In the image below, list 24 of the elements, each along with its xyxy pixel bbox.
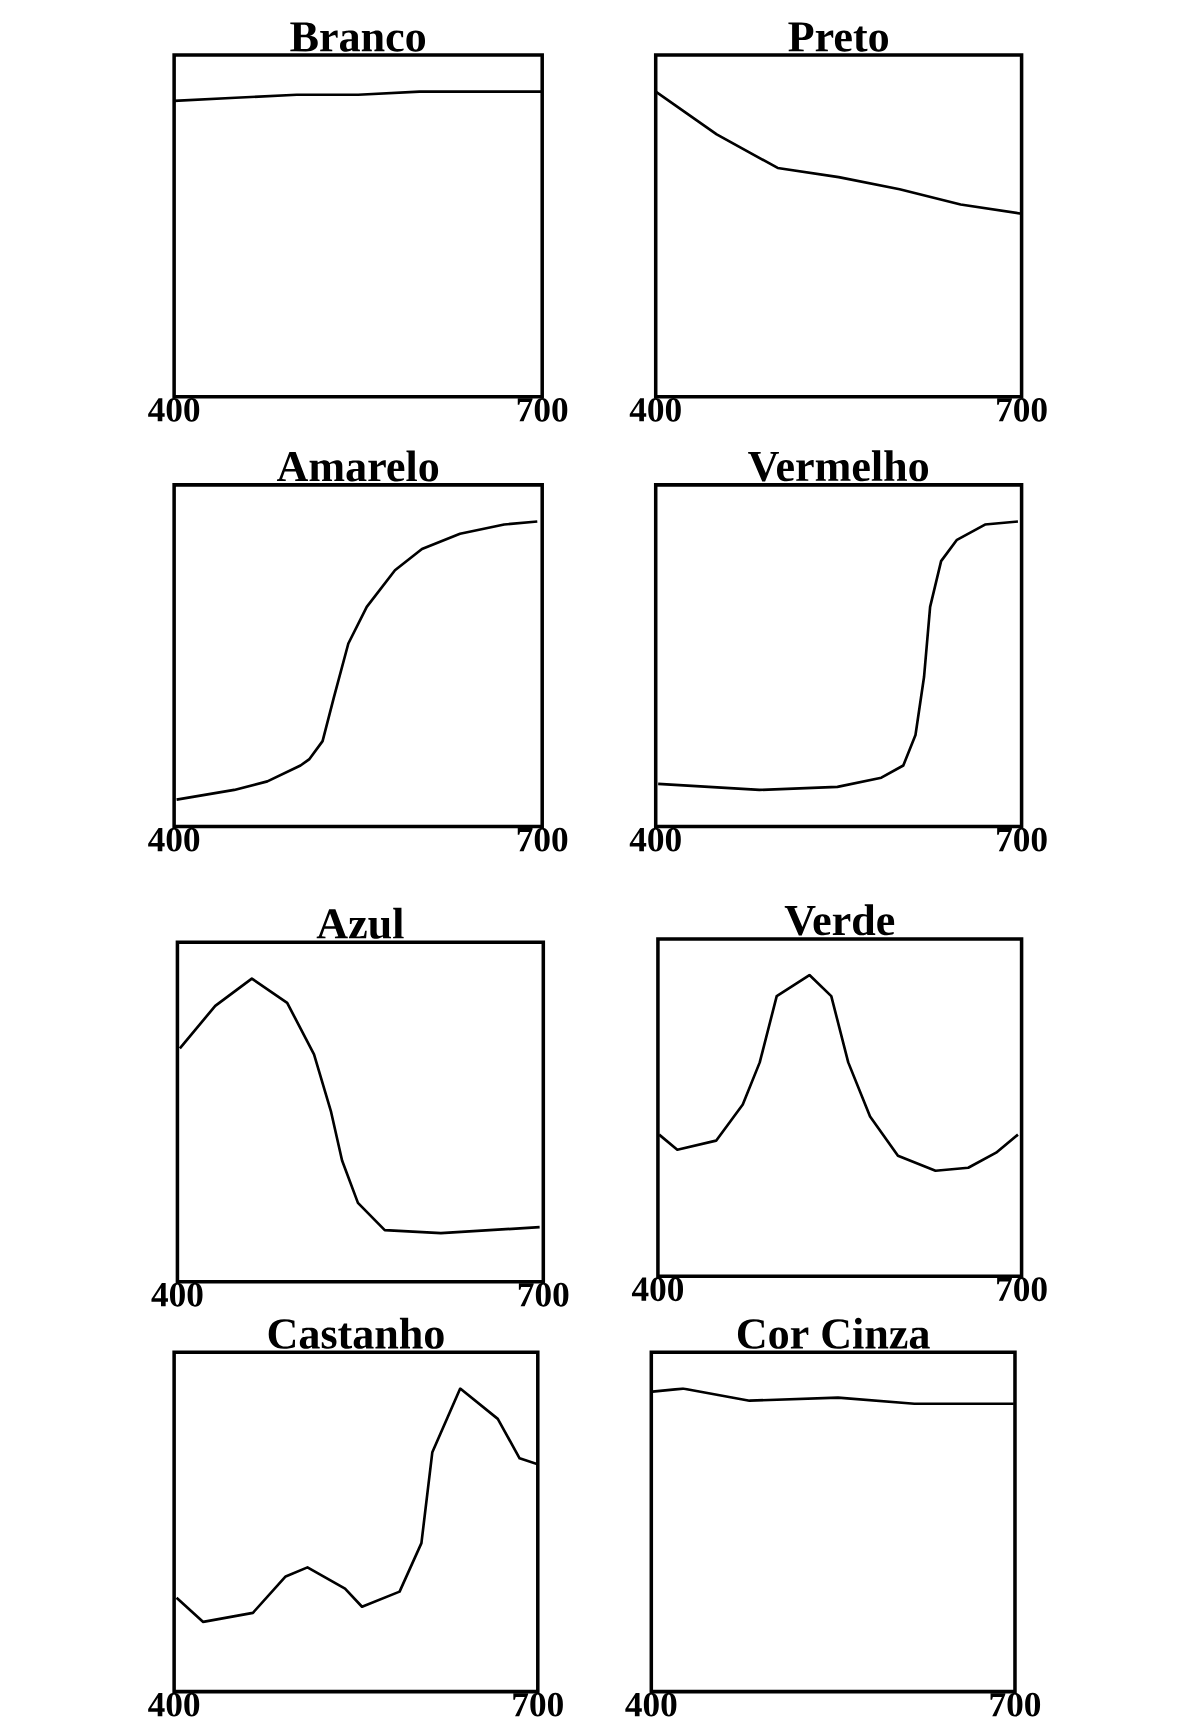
- chart-title: Branco: [290, 22, 425, 52]
- x-tick-label: 700: [518, 1282, 569, 1307]
- x-tick-label: 700: [997, 827, 1047, 852]
- chart-title: Verde: [784, 904, 895, 936]
- x-tick-label: 700: [517, 827, 568, 852]
- chart-title: Castanho: [268, 1317, 444, 1349]
- x-tick-label: 700: [517, 397, 568, 422]
- x-tick-label: 400: [148, 1692, 200, 1717]
- chart-title: Amarelo: [276, 450, 439, 482]
- x-tick-label: 700: [513, 1692, 563, 1717]
- chart-title: Cor Cinza: [737, 1317, 930, 1349]
- chart-title: Vermelho: [748, 450, 928, 482]
- x-tick-label: 400: [151, 1282, 203, 1307]
- x-tick-label: 400: [625, 1692, 677, 1717]
- x-tick-label: 700: [997, 1277, 1047, 1302]
- x-tick-label: 400: [629, 827, 681, 852]
- chart-title: Preto: [788, 22, 888, 52]
- x-tick-label: 700: [997, 397, 1047, 422]
- x-tick-label: 400: [148, 827, 200, 852]
- x-tick-label: 700: [990, 1692, 1040, 1717]
- x-tick-label: 400: [629, 397, 681, 422]
- chart-title: Azul: [316, 907, 404, 939]
- x-tick-label: 400: [148, 397, 200, 422]
- x-tick-label: 400: [631, 1277, 683, 1302]
